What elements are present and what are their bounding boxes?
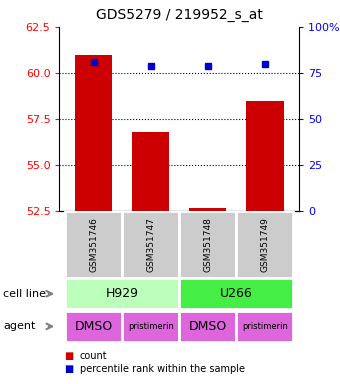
Text: ■: ■ — [65, 364, 74, 374]
Bar — [65, 311, 122, 342]
Bar — [122, 211, 180, 278]
Text: U266: U266 — [220, 287, 253, 300]
Bar — [122, 311, 180, 342]
Text: cell line: cell line — [3, 289, 46, 299]
Bar — [246, 101, 284, 211]
Text: GSM351749: GSM351749 — [260, 217, 270, 272]
Text: percentile rank within the sample: percentile rank within the sample — [80, 364, 245, 374]
Bar — [236, 211, 293, 278]
Bar — [75, 55, 112, 211]
Title: GDS5279 / 219952_s_at: GDS5279 / 219952_s_at — [96, 8, 263, 22]
Text: agent: agent — [3, 321, 36, 331]
Bar — [132, 132, 169, 211]
Text: GSM351748: GSM351748 — [203, 217, 212, 272]
Text: pristimerin: pristimerin — [242, 322, 288, 331]
Bar — [65, 278, 180, 309]
Text: count: count — [80, 351, 107, 361]
Text: H929: H929 — [106, 287, 139, 300]
Text: GSM351747: GSM351747 — [146, 217, 155, 272]
Bar — [236, 311, 293, 342]
Text: DMSO: DMSO — [74, 320, 113, 333]
Text: ■: ■ — [65, 351, 74, 361]
Bar — [180, 311, 236, 342]
Bar — [180, 211, 236, 278]
Bar — [189, 209, 226, 211]
Text: DMSO: DMSO — [189, 320, 227, 333]
Text: pristimerin: pristimerin — [128, 322, 174, 331]
Text: GSM351746: GSM351746 — [89, 217, 98, 272]
Bar — [65, 211, 122, 278]
Bar — [180, 278, 293, 309]
